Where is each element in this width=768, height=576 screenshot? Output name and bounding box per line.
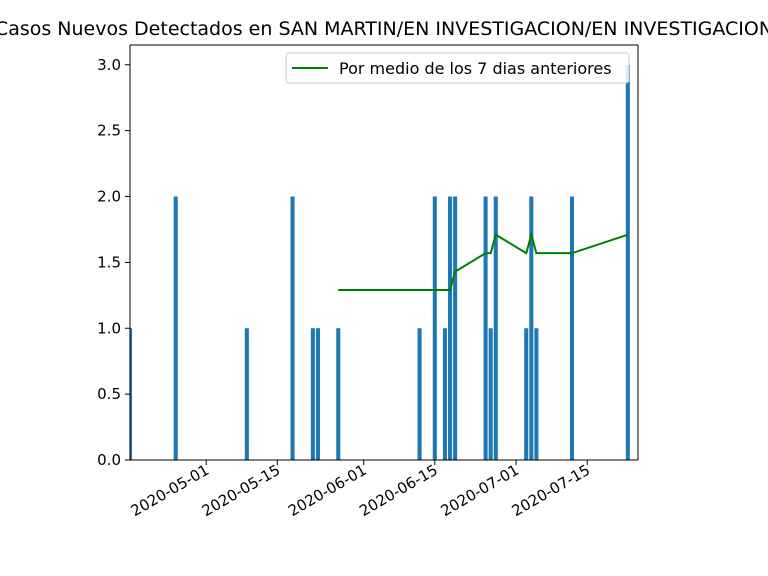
y-tick-label: 0.5 [97, 385, 121, 403]
bar [534, 328, 539, 460]
bar [417, 328, 422, 460]
legend-label: Por medio de los 7 dias anteriores [339, 59, 612, 78]
bar [448, 196, 453, 460]
bar-series [130, 64, 630, 460]
bar [442, 328, 447, 460]
axes: 0.0 0.5 1.0 1.5 2.0 2.5 3.0 2020-05-012020-05-1… [97, 44, 639, 520]
bar [315, 328, 320, 460]
chart-title: Casos Nuevos Detectados en SAN MARTIN/EN… [0, 18, 768, 40]
x-tick-label: 2020-05-15 [199, 461, 284, 520]
bar [483, 196, 488, 460]
bar [336, 328, 341, 460]
y-tick-label: 2.0 [97, 188, 121, 206]
y-tick-label: 3.0 [97, 56, 121, 74]
x-tick-label: 2020-06-01 [285, 461, 370, 520]
bar [290, 196, 295, 460]
bar [569, 196, 574, 460]
bar [493, 196, 498, 460]
moving-average-line [338, 230, 629, 292]
legend-frame [285, 52, 630, 84]
bar [625, 64, 630, 460]
bar [244, 328, 249, 460]
x-tick-label: 2020-07-15 [509, 461, 594, 520]
bar [524, 328, 529, 460]
bar [488, 328, 493, 460]
bar [432, 196, 437, 460]
y-tick-label: 1.0 [97, 319, 121, 337]
bar [529, 196, 534, 460]
x-tick-label: 2020-05-01 [128, 461, 213, 520]
x-tick-label: 2020-07-01 [438, 461, 523, 520]
y-tick-label: 2.5 [97, 122, 121, 140]
line-series [338, 230, 629, 292]
bar [130, 328, 133, 460]
bar [310, 328, 315, 460]
y-tick-label: 1.5 [97, 253, 121, 271]
legend: Por medio de los 7 dias anteriores [285, 52, 630, 84]
x-tick-label: 2020-06-15 [356, 461, 441, 520]
bar [453, 196, 458, 460]
bar [173, 196, 178, 460]
y-tick-label: 0.0 [97, 451, 121, 469]
